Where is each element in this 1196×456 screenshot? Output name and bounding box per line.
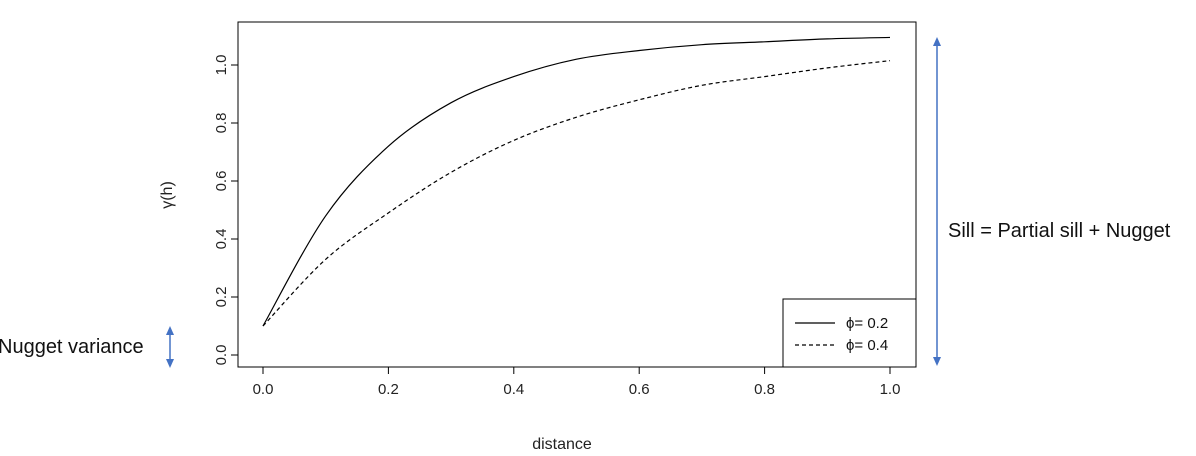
x-axis-label: distance: [532, 436, 592, 453]
sill-arrow: [933, 37, 941, 366]
series-line-0: [262, 36, 891, 327]
series-line-1: [262, 60, 891, 327]
y-tick-label-0: 0.0: [213, 345, 230, 366]
x-tick-label-3: 0.6: [629, 381, 650, 398]
legend-entry-2: ϕ= 0.4: [846, 337, 888, 354]
x-tick-label-5: 1.0: [880, 381, 901, 398]
nugget-arrow: [166, 326, 174, 368]
legend-entry-1: ϕ= 0.2: [846, 315, 888, 332]
y-tick-label-1: 0.2: [213, 287, 230, 308]
nugget-variance-label: Nugget variance: [0, 336, 144, 358]
x-tick-label-2: 0.4: [503, 381, 524, 398]
sill-label: Sill = Partial sill + Nugget: [948, 220, 1171, 242]
y-tick-label-2: 0.4: [213, 229, 230, 250]
legend: ϕ= 0.2 ϕ= 0.4: [782, 298, 917, 368]
plot-frame: [237, 21, 917, 368]
legend-box: [782, 298, 917, 368]
y-tick-label-4: 0.8: [213, 113, 230, 134]
y-axis-label: γ(h): [159, 181, 176, 209]
x-tick-label-0: 0.0: [253, 381, 274, 398]
y-axis: 0.0 0.2 0.4 0.6 0.8 1.0: [213, 55, 238, 366]
series-layer: [262, 36, 891, 327]
y-tick-label-3: 0.6: [213, 171, 230, 192]
y-tick-label-5: 1.0: [213, 55, 230, 76]
x-tick-label-1: 0.2: [378, 381, 399, 398]
x-tick-label-4: 0.8: [754, 381, 775, 398]
x-axis: 0.0 0.2 0.4 0.6 0.8 1.0: [253, 367, 901, 398]
